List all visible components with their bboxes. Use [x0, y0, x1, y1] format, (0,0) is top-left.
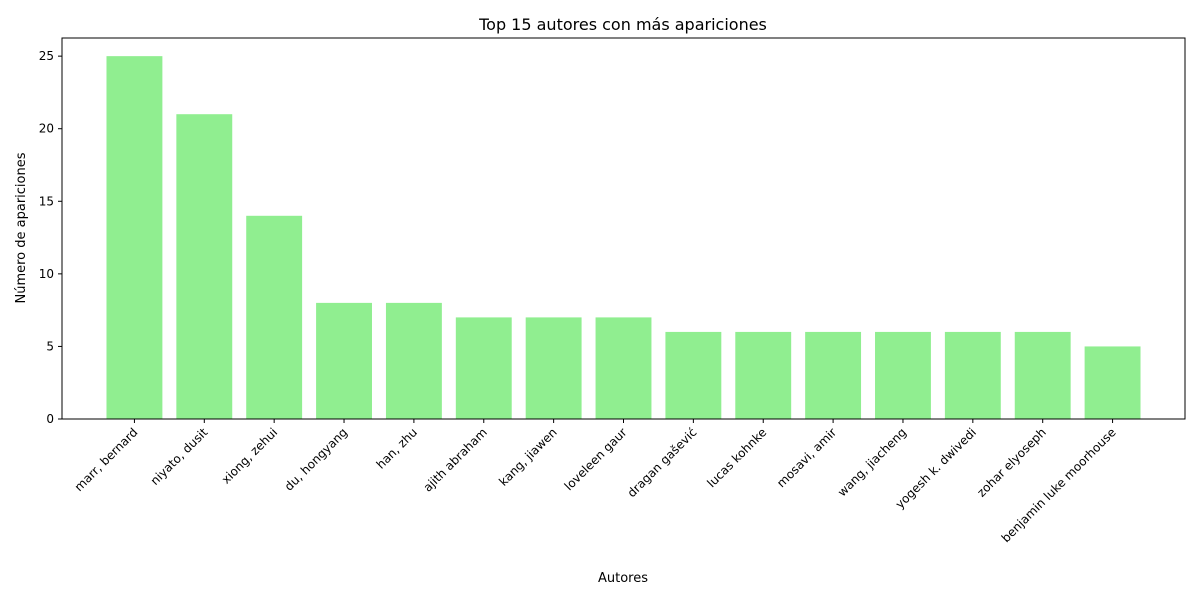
y-tick-label: 20 — [39, 122, 54, 136]
bar-1 — [176, 114, 233, 419]
x-axis-label: Autores — [598, 571, 648, 586]
x-tick-label: dragan gašević — [625, 425, 700, 500]
x-tick-label: benjamin luke moorhouse — [999, 425, 1119, 545]
bar-9 — [735, 331, 792, 419]
y-tick-label: 25 — [39, 49, 54, 63]
chart-title: Top 15 autores con más apariciones — [478, 15, 767, 34]
bar-0 — [106, 56, 163, 420]
x-tick-label: loveleen gaur — [562, 425, 630, 493]
x-tick-label: ajith abraham — [421, 425, 490, 494]
bar-4 — [385, 302, 442, 419]
x-tick-label: han, zhu — [374, 425, 420, 471]
bar-8 — [665, 331, 722, 419]
bar-13 — [1014, 331, 1071, 419]
y-axis-label: Número de apariciones — [14, 152, 29, 303]
bar-5 — [455, 317, 512, 419]
plot-frame — [61, 37, 1186, 420]
y-tick-label: 15 — [39, 194, 54, 208]
y-tick-label: 5 — [46, 339, 54, 353]
bar-2 — [246, 215, 303, 419]
x-tick-label: du, hongyang — [282, 425, 350, 493]
x-tick-label: wang, jiacheng — [835, 425, 909, 499]
bars-group — [106, 56, 1141, 420]
bar-12 — [944, 331, 1001, 419]
x-tick-label: mosavi, amir — [774, 425, 839, 490]
bar-6 — [525, 317, 582, 419]
x-tick-label: lucas kohnke — [704, 425, 769, 490]
bar-10 — [805, 331, 862, 419]
x-axis-ticks: marr, bernard niyato, dusit xiong, zehui du… — [72, 419, 1119, 545]
y-axis-ticks: 0 5 10 15 20 25 — [39, 49, 62, 426]
x-tick-label: zohar elyoseph — [974, 425, 1049, 500]
x-tick-label: xiong, zehui — [219, 425, 280, 486]
y-tick-label: 0 — [46, 412, 54, 426]
x-tick-label: marr, bernard — [72, 425, 141, 494]
bar-3 — [316, 302, 372, 419]
bar-14 — [1084, 346, 1141, 419]
bar-11 — [875, 331, 931, 419]
x-tick-label: kang, jiawen — [496, 425, 559, 488]
x-tick-label: niyato, dusit — [148, 425, 211, 488]
y-tick-label: 10 — [39, 267, 54, 281]
bar-7 — [595, 317, 652, 419]
